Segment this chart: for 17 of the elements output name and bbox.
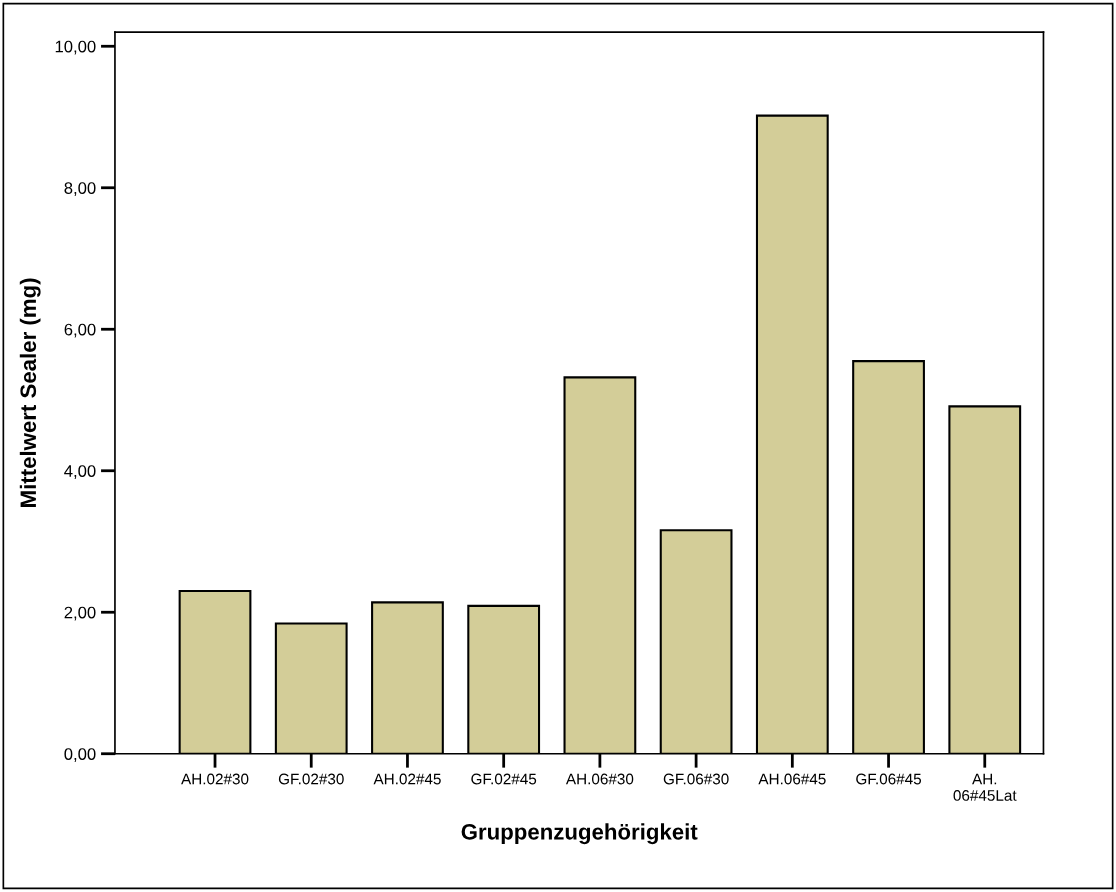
y-tick-label: 10,00 [55,40,96,55]
y-tick-label: 6,00 [64,323,96,338]
x-tick-label: GF.06#30 [663,773,729,785]
y-tick-label: 4,00 [64,465,96,479]
y-axis-title: Mittelwert Sealer (mg) [19,278,41,507]
x-tick-label: AH.02#30 [181,773,249,785]
x-tick-label: AH.06#45 [758,773,826,785]
x-axis-title: Gruppenzugehörigkeit [461,823,698,845]
y-tick-label: 8,00 [64,182,96,196]
x-tick-label: GF.02#30 [278,773,344,785]
x-tick-label: AH.06#30 [565,773,634,785]
x-tick-label: AH. 06#45Lat [953,773,1017,801]
y-tick-label: 2,00 [64,606,96,621]
x-tick-label: GF.02#45 [471,773,537,785]
y-tick-label: 0,00 [64,748,96,762]
x-tick-label: AH.02#45 [373,773,441,785]
x-tick-label: GF.06#45 [856,773,922,785]
